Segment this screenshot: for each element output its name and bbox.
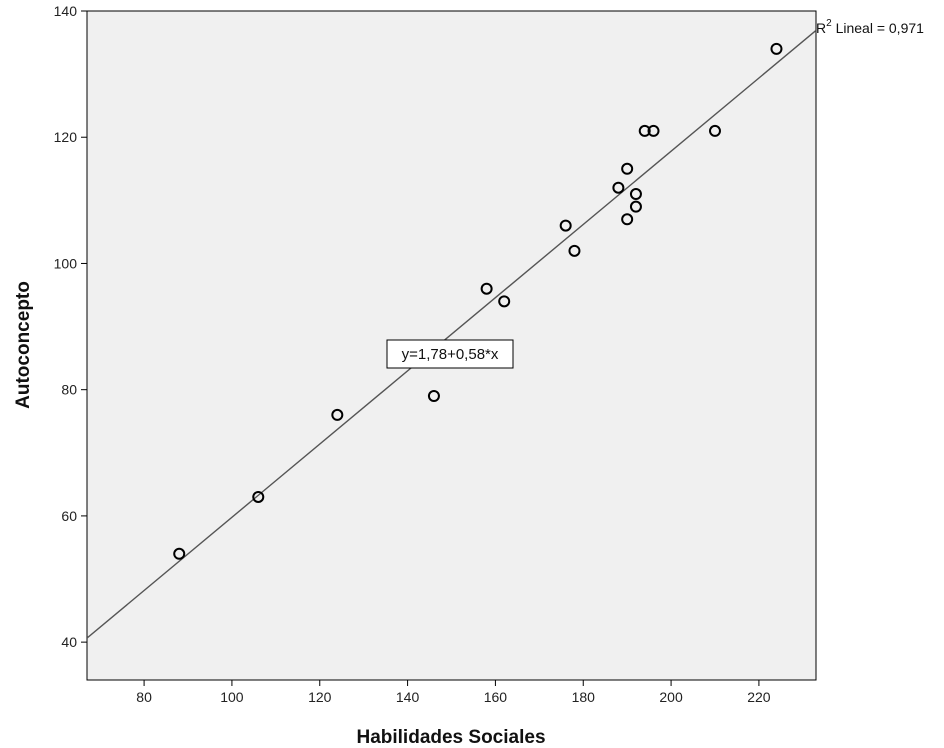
x-tick-label: 80 xyxy=(136,689,152,705)
x-axis: 80 100 120 140 160 180 200 220 xyxy=(136,680,771,705)
x-tick-label: 160 xyxy=(484,689,508,705)
y-tick-label: 80 xyxy=(61,382,77,398)
data-point xyxy=(427,389,440,402)
data-point xyxy=(629,188,642,201)
x-tick-label: 200 xyxy=(659,689,683,705)
data-point xyxy=(480,282,493,295)
regression-equation-box: y=1,78+0,58*x xyxy=(386,339,514,369)
data-point xyxy=(638,124,651,137)
data-point xyxy=(647,124,660,137)
regression-equation: y=1,78+0,58*x xyxy=(402,346,499,363)
regression-line xyxy=(87,29,816,639)
y-tick-label: 100 xyxy=(54,255,78,271)
data-point xyxy=(612,181,625,194)
x-tick-label: 220 xyxy=(747,689,771,705)
y-tick-label: 140 xyxy=(54,3,78,19)
data-point xyxy=(621,213,634,226)
x-axis-title: Habilidades Sociales xyxy=(356,727,545,748)
data-point xyxy=(621,162,634,175)
y-tick-label: 120 xyxy=(54,129,78,145)
x-tick-label: 120 xyxy=(308,689,332,705)
data-point xyxy=(559,219,572,232)
x-tick-label: 140 xyxy=(396,689,420,705)
r-squared-label: R2 Lineal = 0,971 xyxy=(816,18,924,36)
x-tick-label: 180 xyxy=(572,689,596,705)
data-point xyxy=(629,200,642,213)
y-tick-label: 40 xyxy=(61,634,77,650)
data-point xyxy=(498,295,511,308)
data-point xyxy=(770,42,783,55)
y-axis-title: Autoconcepto xyxy=(13,281,34,409)
data-point xyxy=(708,124,721,137)
y-tick-label: 60 xyxy=(61,508,77,524)
y-axis: 40 60 80 100 120 140 xyxy=(54,3,87,650)
x-tick-label: 100 xyxy=(220,689,244,705)
data-point xyxy=(331,408,344,421)
data-point xyxy=(252,490,265,503)
data-point xyxy=(568,244,581,257)
data-point xyxy=(173,547,186,560)
